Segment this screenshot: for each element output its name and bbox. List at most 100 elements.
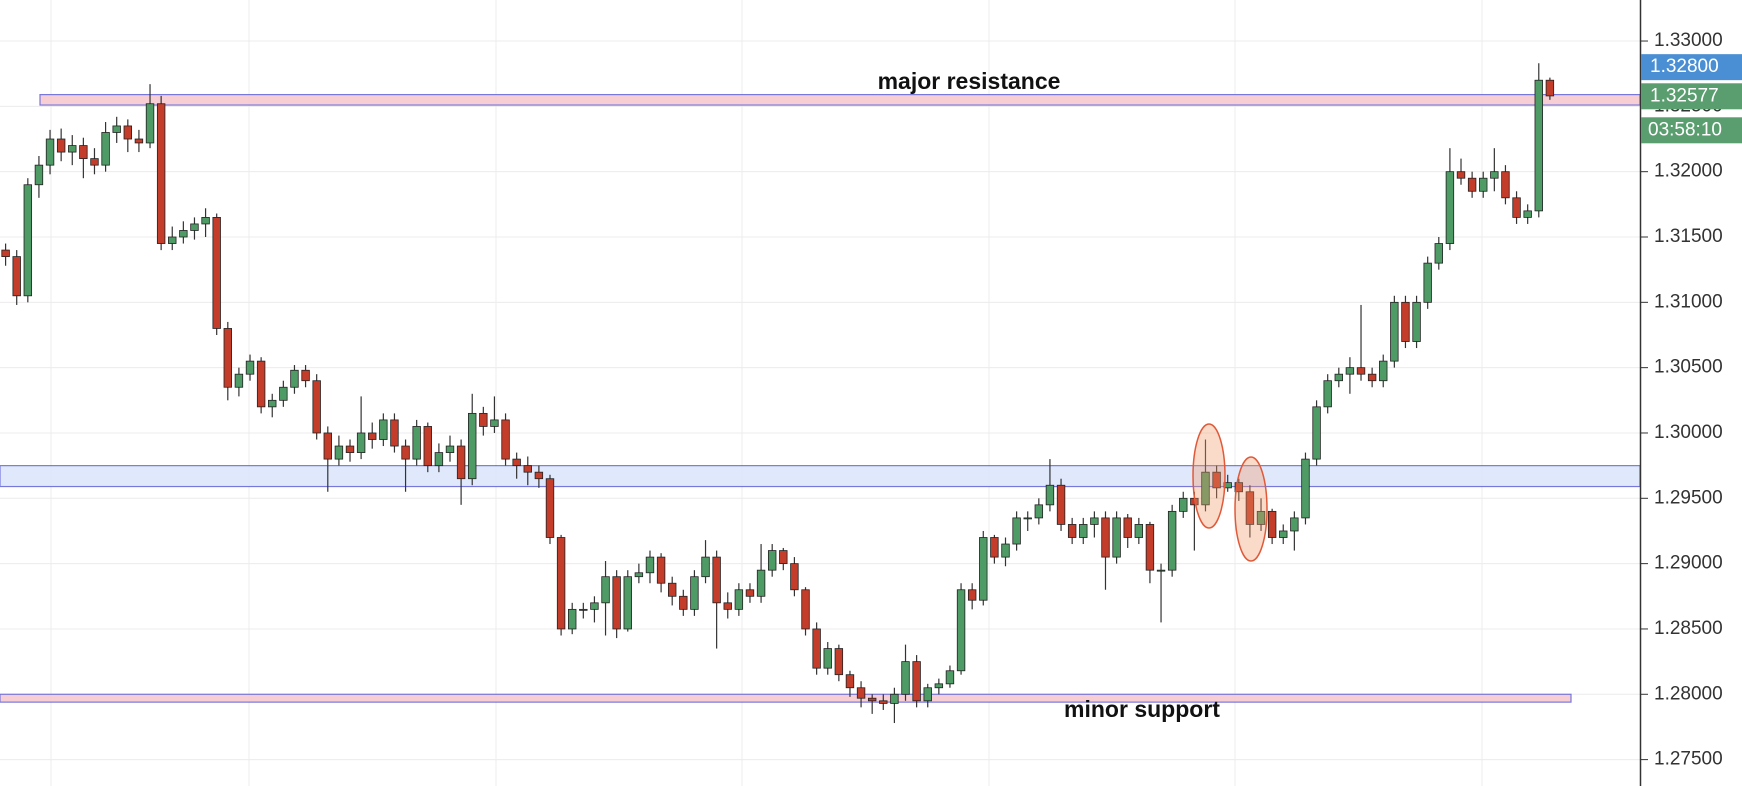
candle-body <box>590 602 599 610</box>
candle-body <box>812 628 821 669</box>
candle-body <box>1512 197 1521 218</box>
candle-body <box>1112 517 1121 558</box>
candle-body <box>1212 471 1221 489</box>
candle-body <box>1201 471 1210 506</box>
candle-body <box>234 373 244 388</box>
candle-body <box>1 249 10 257</box>
candle-body <box>445 445 455 453</box>
y-tick-label: 1.30000 <box>1654 422 1723 443</box>
candle-body <box>1090 517 1099 525</box>
candle-body <box>168 236 177 244</box>
candle-body <box>545 478 555 538</box>
candle-body <box>1001 543 1010 558</box>
candle-body <box>401 445 410 460</box>
candle-body <box>45 138 55 166</box>
candle-body <box>1390 301 1399 362</box>
candle-body <box>679 595 688 610</box>
candle-body <box>823 648 832 669</box>
candle-body <box>101 132 110 166</box>
candle-body <box>767 550 777 571</box>
candle-body <box>534 471 544 480</box>
candle-body <box>1379 360 1388 382</box>
y-tick-label: 1.31500 <box>1654 226 1723 247</box>
candle-body <box>179 230 188 238</box>
annotation: minor support <box>1064 696 1220 722</box>
candle-body <box>345 445 355 453</box>
candle-body <box>423 426 432 467</box>
candles <box>1 63 1555 724</box>
candle-body <box>990 537 999 558</box>
countdown: 03:58:10 <box>1648 119 1722 140</box>
candle-body <box>356 432 366 453</box>
candle-body <box>934 683 944 689</box>
candle-body <box>1467 177 1477 192</box>
candle-body <box>945 670 955 685</box>
candle-body <box>279 386 288 401</box>
candle-body <box>745 589 755 597</box>
candle-body <box>1423 262 1432 303</box>
y-tick-label: 1.32000 <box>1654 161 1723 182</box>
candle-body <box>1367 373 1377 382</box>
candle-body <box>867 697 877 702</box>
candle-body <box>1145 524 1155 571</box>
candle-body <box>1290 517 1299 532</box>
candle-body <box>568 608 577 630</box>
candle-body <box>79 145 88 160</box>
candle-body <box>1490 171 1499 179</box>
candle-body <box>456 445 466 480</box>
candle-body <box>579 608 588 611</box>
countdown-tag <box>1641 117 1742 144</box>
zone <box>0 465 1641 488</box>
candle-body <box>612 576 621 630</box>
candle-body <box>1345 367 1355 375</box>
candle-body <box>856 687 866 699</box>
candle-body <box>1412 301 1421 342</box>
candle-body <box>890 693 899 704</box>
candle-body <box>501 419 510 460</box>
candle-body <box>290 369 299 388</box>
candle-body <box>1034 504 1044 519</box>
highlight <box>1234 456 1268 562</box>
candle-body <box>256 360 266 408</box>
annotation: major resistance <box>878 68 1061 94</box>
candle-body <box>1067 524 1077 538</box>
candle-body <box>1023 517 1032 520</box>
candle-body <box>34 164 44 186</box>
y-tick-label: 1.29000 <box>1654 553 1723 574</box>
candle-body <box>1312 406 1321 460</box>
candle-body <box>412 426 421 460</box>
candle-body <box>1401 301 1410 342</box>
candle-body <box>490 419 499 427</box>
zone <box>39 93 1641 106</box>
candle-body <box>1123 517 1132 538</box>
highlight <box>1192 423 1226 529</box>
candle-body <box>1434 243 1443 264</box>
candle-body <box>1256 510 1266 525</box>
candle-body <box>434 452 444 467</box>
candle-body <box>1479 177 1488 192</box>
candle-body <box>556 537 566 630</box>
candle-body <box>512 458 521 467</box>
candle-body <box>634 572 644 578</box>
y-axis: 1.27500 1.28000 1.28500 1.29000 1.29500 1.300… <box>1640 30 1742 770</box>
candle-body <box>1234 482 1244 493</box>
candle-body <box>1523 210 1532 218</box>
y-tick-label: 1.28000 <box>1654 683 1723 704</box>
y-tick-label: 1.33000 <box>1654 30 1723 51</box>
price-tag-label: 1.32800 <box>1650 56 1719 77</box>
candle-body <box>790 563 799 591</box>
candle-body <box>1279 530 1288 538</box>
candle-body <box>1045 484 1055 506</box>
candle-body <box>967 589 977 601</box>
candle-body <box>479 412 488 427</box>
candle-body <box>901 661 910 695</box>
candle-body <box>1156 569 1166 572</box>
candle-body <box>623 576 632 630</box>
price-tag-label: 1.32577 <box>1650 85 1719 106</box>
candle-body <box>1356 367 1366 375</box>
candle-body <box>223 328 232 388</box>
zone <box>0 693 1572 703</box>
candle-body <box>123 125 133 140</box>
price-tag <box>1641 54 1742 81</box>
